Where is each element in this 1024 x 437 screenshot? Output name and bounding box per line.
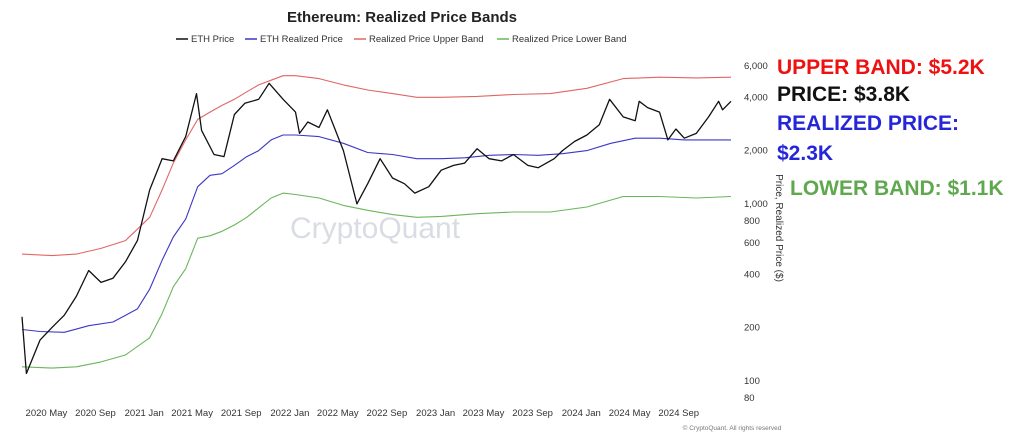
y-tick-label: 1,000 [744,199,768,210]
copyright-credit: © CryptoQuant. All rights reserved [683,424,782,432]
chart-legend: ETH Price ETH Realized Price Realized Pr… [176,34,627,45]
x-tick-label: 2024 May [609,408,651,419]
plot-area [21,75,732,375]
legend-item-eth-price[interactable]: ETH Price [176,34,234,45]
y-tick-label: 600 [744,238,760,249]
x-tick-label: 2020 Sep [75,408,116,419]
x-tick-label: 2020 May [26,408,68,419]
series-line-eth-price [21,82,732,375]
series-line-realized-price-lower-band [21,192,732,369]
annotations: UPPER BAND: $5.2K PRICE: $3.8K REALIZED PR… [777,56,1004,200]
legend-label-upper-band: Realized Price Upper Band [369,34,484,45]
x-tick-label: 2024 Jan [562,408,601,419]
series-line-eth-realized-price [21,134,731,333]
x-tick-label: 2024 Sep [658,408,699,419]
x-tick-label: 2022 Jan [270,408,309,419]
legend-label-eth-price: ETH Price [191,34,234,45]
y-tick-label: 800 [744,216,760,227]
y-tick-label: 100 [744,376,760,387]
legend-item-lower-band[interactable]: Realized Price Lower Band [497,34,627,45]
annotation-lower-line-1: LOWER BAND: $1.1K [790,177,1004,200]
x-tick-label: 2023 May [463,408,505,419]
y-tick-label: 6,000 [744,61,768,72]
x-tick-label: 2023 Sep [512,408,553,419]
chart-title: Ethereum: Realized Price Bands [287,9,517,26]
annotation-realized-line-2: $2.3K [777,142,833,165]
annotation-price-line-1: PRICE: $3.8K [777,83,910,106]
y-tick-label: 200 [744,323,760,334]
y-axis: 6,000 4,000 2,000 1,000 800 600 400 200 100 80 [744,61,768,404]
x-tick-label: 2021 Sep [221,408,262,419]
y-tick-label: 400 [744,269,760,280]
x-tick-label: 2021 May [171,408,213,419]
legend-label-lower-band: Realized Price Lower Band [512,34,627,45]
y-tick-label: 80 [744,393,755,404]
annotation-upper-line-1: UPPER BAND: $5.2K [777,56,985,79]
y-tick-label: 4,000 [744,92,768,103]
series-line-realized-price-upper-band [21,75,732,257]
annotation-realized-line-1: REALIZED PRICE: [777,112,959,135]
watermark-cryptoquant: CryptoQuant [290,212,461,245]
x-tick-label: 2021 Jan [125,408,164,419]
legend-item-eth-realized-price[interactable]: ETH Realized Price [245,34,343,45]
x-axis: 2020 May 2020 Sep 2021 Jan 2021 May 2021 Sep… [26,408,700,419]
y-axis-label: Price, Realized Price ($) [773,174,784,282]
legend-label-eth-realized-price: ETH Realized Price [260,34,343,45]
x-tick-label: 2023 Jan [416,408,455,419]
y-tick-label: 2,000 [744,146,768,157]
legend-item-upper-band[interactable]: Realized Price Upper Band [354,34,484,45]
x-tick-label: 2022 Sep [367,408,408,419]
x-tick-label: 2022 May [317,408,359,419]
